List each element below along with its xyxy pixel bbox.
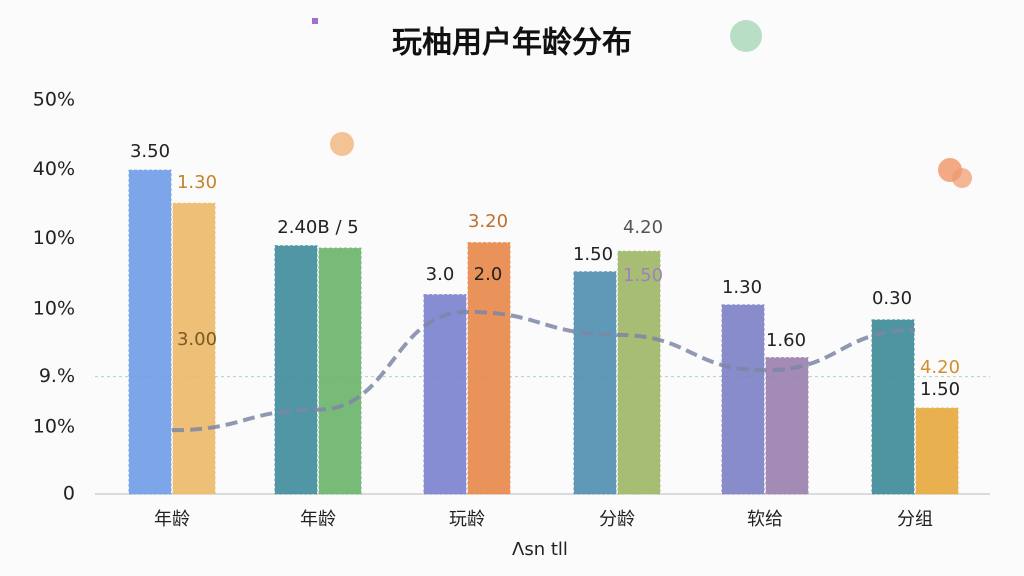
data-annotation: 1.30 bbox=[177, 172, 217, 193]
data-annotation: 3.20 bbox=[468, 211, 508, 232]
bar bbox=[573, 271, 617, 495]
data-annotation: 0.30 bbox=[872, 288, 912, 309]
y-tick-label: 50% bbox=[33, 89, 75, 111]
data-annotation: 3.50 bbox=[130, 141, 170, 162]
y-tick-label: 10% bbox=[33, 416, 75, 438]
data-annotation: 1.50 bbox=[623, 265, 663, 286]
bar bbox=[128, 169, 172, 495]
x-tick-label: 分龄 bbox=[599, 509, 635, 530]
bar bbox=[274, 245, 318, 495]
data-annotation: 3.00 bbox=[177, 329, 217, 350]
data-annotation: 2.0 bbox=[474, 264, 503, 285]
bar bbox=[617, 250, 661, 495]
y-tick-label: 10% bbox=[33, 227, 75, 249]
data-annotation: 1.30 bbox=[722, 277, 762, 298]
decor-dot bbox=[330, 132, 354, 156]
decor-dot bbox=[952, 168, 972, 188]
x-axis-label: Λsn tll bbox=[512, 539, 568, 560]
x-tick-label: 分组 bbox=[897, 509, 933, 530]
data-annotation: 4.20 bbox=[623, 217, 663, 238]
x-tick-label: 年龄 bbox=[154, 509, 190, 530]
y-tick-label: 10% bbox=[33, 297, 75, 319]
trend-line bbox=[171, 309, 916, 433]
y-tick-label: 0 bbox=[63, 483, 75, 505]
bar bbox=[915, 407, 959, 495]
bar bbox=[871, 319, 915, 495]
data-annotation: 3.0 bbox=[426, 264, 455, 285]
data-annotation: 1.50 bbox=[920, 379, 960, 400]
bar bbox=[423, 294, 467, 495]
x-tick-label: 玩龄 bbox=[449, 509, 485, 530]
chart-title: 玩柚用户年龄分布 bbox=[392, 26, 632, 61]
data-annotation: 1.60 bbox=[766, 330, 806, 351]
bar bbox=[318, 247, 362, 495]
bar bbox=[172, 202, 216, 495]
data-annotation: 4.20 bbox=[920, 357, 960, 378]
y-tick-label: 40% bbox=[33, 158, 75, 180]
data-annotation: 1.50 bbox=[573, 244, 613, 265]
y-tick-label: 9.% bbox=[39, 365, 75, 387]
decor-dot bbox=[730, 20, 762, 52]
x-tick-label: 年龄 bbox=[300, 509, 336, 530]
data-annotation: 2.40B / 5 bbox=[277, 217, 358, 238]
bar bbox=[467, 242, 511, 495]
x-tick-label: 软给 bbox=[747, 509, 783, 530]
bar bbox=[721, 304, 765, 495]
decor-dot bbox=[312, 18, 318, 24]
bar bbox=[765, 357, 809, 495]
